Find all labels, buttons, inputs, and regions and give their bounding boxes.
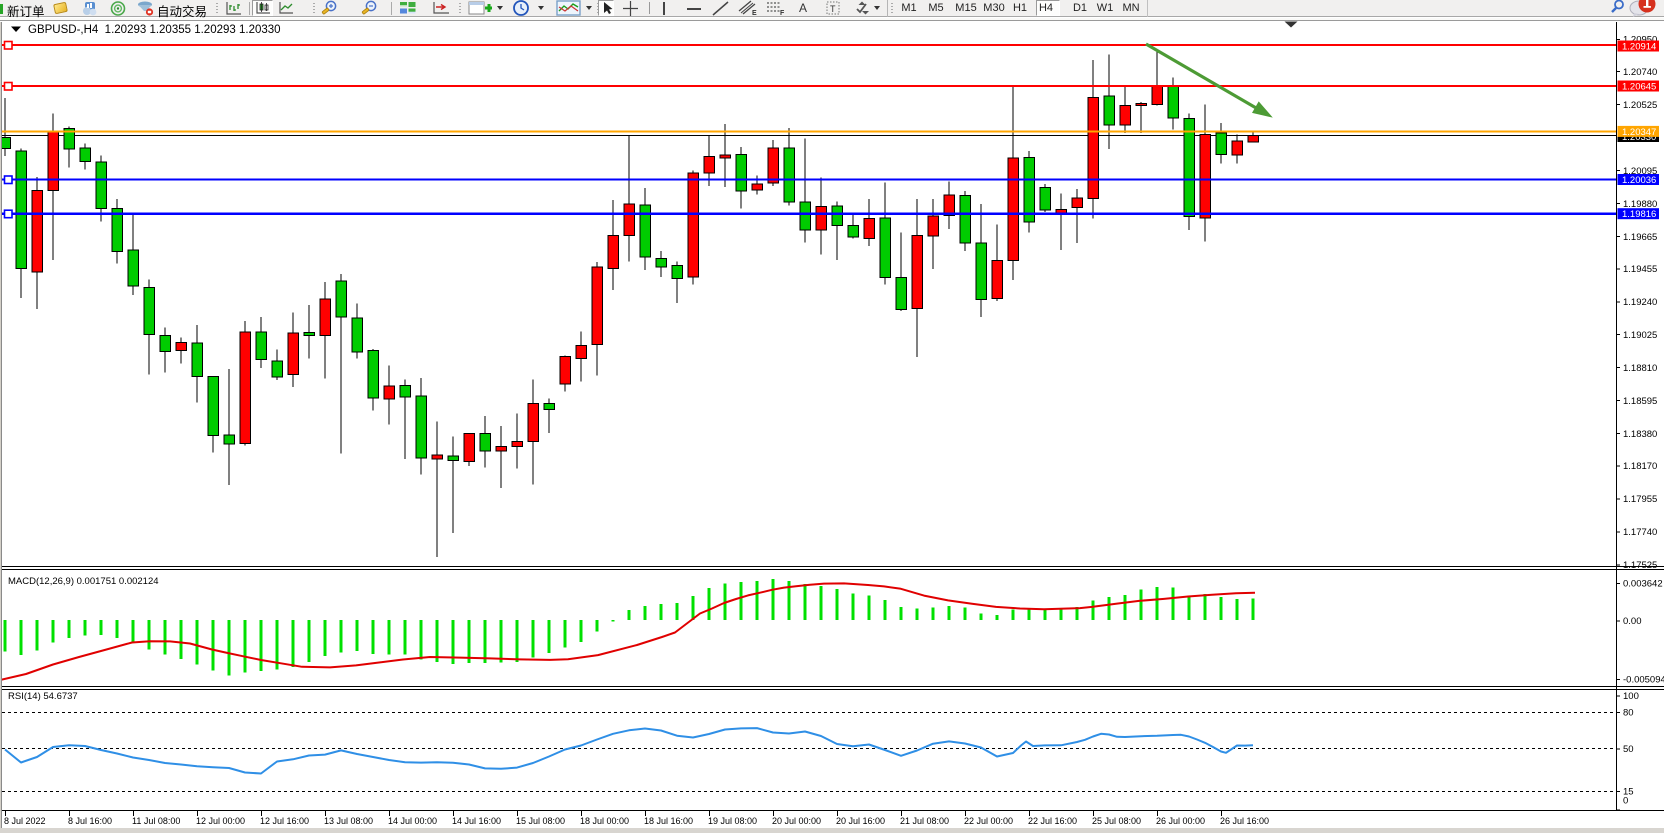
svg-text:0: 0 — [1623, 796, 1628, 807]
svg-text:13 Jul 08:00: 13 Jul 08:00 — [324, 816, 373, 826]
svg-text:14 Jul 16:00: 14 Jul 16:00 — [452, 816, 501, 826]
svg-text:12 Jul 00:00: 12 Jul 00:00 — [196, 816, 245, 826]
svg-text:0.003642: 0.003642 — [1623, 579, 1663, 590]
svg-text:26 Jul 00:00: 26 Jul 00:00 — [1156, 816, 1205, 826]
svg-text:14 Jul 00:00: 14 Jul 00:00 — [388, 816, 437, 826]
svg-text:1.18170: 1.18170 — [1623, 461, 1657, 472]
svg-text:50: 50 — [1623, 744, 1634, 755]
svg-text:11 Jul 08:00: 11 Jul 08:00 — [132, 816, 180, 826]
svg-text:22 Jul 00:00: 22 Jul 00:00 — [964, 816, 1013, 826]
svg-text:MACD(12,26,9) 0.001751 0.00212: MACD(12,26,9) 0.001751 0.002124 — [8, 576, 159, 587]
svg-text:80: 80 — [1623, 708, 1634, 719]
svg-text:100: 100 — [1623, 691, 1639, 702]
svg-text:8 Jul 2022: 8 Jul 2022 — [4, 816, 46, 826]
svg-text:RSI(14) 54.6737: RSI(14) 54.6737 — [8, 691, 78, 702]
svg-text:19 Jul 08:00: 19 Jul 08:00 — [708, 816, 757, 826]
svg-text:1.18595: 1.18595 — [1623, 396, 1657, 407]
svg-text:T: T — [830, 4, 836, 14]
svg-text:1.17740: 1.17740 — [1623, 527, 1657, 538]
svg-text:E: E — [752, 10, 757, 17]
svg-text:1.20095: 1.20095 — [1623, 166, 1657, 177]
svg-text:1.20525: 1.20525 — [1623, 100, 1657, 111]
svg-text:18 Jul 00:00: 18 Jul 00:00 — [580, 816, 629, 826]
svg-text:22 Jul 16:00: 22 Jul 16:00 — [1028, 816, 1077, 826]
svg-text:1.18380: 1.18380 — [1623, 429, 1657, 440]
svg-text:1.18810: 1.18810 — [1623, 363, 1657, 374]
svg-text:F: F — [780, 10, 785, 17]
svg-text:26 Jul 16:00: 26 Jul 16:00 — [1220, 816, 1269, 826]
svg-text:1.17525: 1.17525 — [1623, 560, 1657, 571]
svg-text:20 Jul 00:00: 20 Jul 00:00 — [772, 816, 821, 826]
svg-text:1.20347: 1.20347 — [1622, 127, 1656, 138]
svg-text:1.19455: 1.19455 — [1623, 264, 1657, 275]
svg-text:1.19025: 1.19025 — [1623, 330, 1657, 341]
svg-text:1.19240: 1.19240 — [1623, 297, 1657, 308]
svg-text:1.20036: 1.20036 — [1622, 175, 1656, 186]
svg-text:GBPUSD-,H4 1.20293 1.20355 1.: GBPUSD-,H4 1.20293 1.20355 1.20293 1.203… — [28, 24, 281, 36]
svg-text:1.20740: 1.20740 — [1623, 67, 1657, 78]
svg-text:1.20914: 1.20914 — [1622, 42, 1656, 53]
svg-text:15 Jul 08:00: 15 Jul 08:00 — [516, 816, 565, 826]
svg-text:1.20645: 1.20645 — [1622, 82, 1656, 93]
svg-text:1.19665: 1.19665 — [1623, 232, 1657, 243]
svg-text:8 Jul 16:00: 8 Jul 16:00 — [68, 816, 112, 826]
svg-text:25 Jul 08:00: 25 Jul 08:00 — [1092, 816, 1141, 826]
svg-text:1.19816: 1.19816 — [1622, 209, 1656, 220]
svg-text:21 Jul 08:00: 21 Jul 08:00 — [900, 816, 949, 826]
svg-text:20 Jul 16:00: 20 Jul 16:00 — [836, 816, 885, 826]
svg-text:1.17955: 1.17955 — [1623, 494, 1657, 505]
svg-text:-0.005094: -0.005094 — [1623, 675, 1664, 686]
svg-text:12 Jul 16:00: 12 Jul 16:00 — [260, 816, 309, 826]
svg-text:1.20950: 1.20950 — [1623, 35, 1657, 46]
svg-text:18 Jul 16:00: 18 Jul 16:00 — [644, 816, 693, 826]
svg-text:0.00: 0.00 — [1623, 616, 1642, 627]
svg-text:15: 15 — [1623, 787, 1634, 798]
svg-text:1.19880: 1.19880 — [1623, 199, 1657, 210]
svg-text:1.20330: 1.20330 — [1622, 132, 1656, 143]
